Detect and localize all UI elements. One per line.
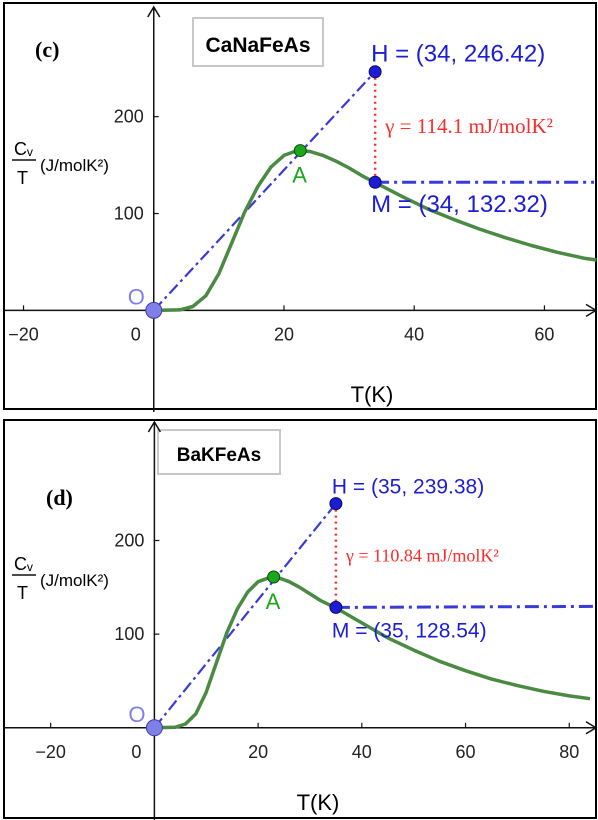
chart-c-ylabel-num: Cᵥ [14,139,33,159]
chart-d-label-h: H = (35, 239.38) [332,476,484,499]
chart-d-x-tick-label: 40 [352,742,372,762]
chart-d-x-tick-label: −20 [35,742,66,762]
chart-d-x-axis-arrow [585,721,598,735]
chart-d-gamma-label: γ = 110.84 mJ/molK² [345,546,499,566]
chart-d-x-tick-label: 0 [131,742,141,762]
chart-c-x-tick-label: 40 [404,324,424,344]
chart-d-y-axis-arrow [147,420,162,433]
chart-d-x-tick-label: 80 [559,742,579,762]
chart-c-x-tick-label: 60 [534,324,554,344]
chart-c-x-tick-label: 0 [131,324,141,344]
chart-d-point-m [329,600,343,614]
chart-d-xlabel: T(K) [297,790,340,815]
chart-d-label-m: M = (35, 128.54) [332,619,487,642]
chart-d-ylabel-den: T [17,583,28,603]
chart-d-point-o [145,719,163,737]
chart-c-point-m [368,175,382,189]
chart-d-line-oh [153,502,337,729]
chart-c-x-tick-label: 20 [274,324,294,344]
chart-d-ylabel: Cᵥ T (J/molK²) [12,554,109,603]
chart-d-panel-label: (d) [46,485,73,510]
chart-panel-d: BaKFeAs (d) Cᵥ T (J/molK²) −20 0 20 40 60 80 1… [0,418,598,820]
chart-d-point-h [329,497,343,511]
chart-c-y-tick-label: 100 [114,204,144,224]
chart-c-panel-label: (c) [35,37,59,62]
chart-c-svg: CaNaFeAs (c) Cᵥ T (J/molK²) −20 0 20 40 60 10… [3,2,598,412]
panel-d-frame [3,419,597,819]
chart-d-label-a: A [266,589,281,614]
chart-c-label-m: M = (34, 132.32) [371,191,548,218]
chart-c-x-axis-arrow [585,303,598,318]
chart-d-ylabel-num: Cᵥ [14,554,33,574]
chart-d-ylabel-unit: (J/molK²) [40,571,109,590]
chart-c-ylabel-den: T [17,168,28,188]
chart-c-y-tick-label: 200 [114,107,144,127]
chart-c-title: CaNaFeAs [205,34,310,57]
chart-c-ylabel: Cᵥ T (J/molK²) [12,139,109,188]
chart-c-gamma-label: γ = 114.1 mJ/molK² [384,114,553,138]
chart-d-point-a [267,570,281,584]
chart-c-point-a [293,144,307,158]
panel-c-frame [3,2,597,410]
chart-d-title: BaKFeAs [177,445,261,466]
chart-d-y-tick-label: 200 [114,530,144,550]
chart-c-line-oh [152,70,376,312]
chart-c-ylabel-unit: (J/molK²) [40,156,109,175]
chart-d-y-tick-label: 100 [114,624,144,644]
chart-c-title-box [192,17,324,67]
chart-d-svg: BaKFeAs (d) Cᵥ T (J/molK²) −20 0 20 40 60 80 1… [3,419,598,820]
chart-d-title-box [157,429,281,475]
chart-c-label-a: A [292,163,307,188]
chart-d-x-tick-label: 20 [248,742,268,762]
chart-c-point-o [145,301,163,319]
chart-c-label-o: O [128,284,145,309]
chart-d-x-tick-label: 60 [456,742,476,762]
chart-c-y-axis-arrow [147,5,161,18]
chart-c-label-h: H = (34, 246.42) [371,41,545,68]
chart-c-cv-curve [153,148,597,313]
chart-panel-c: CaNaFeAs (c) Cᵥ T (J/molK²) −20 0 20 40 60 10… [3,2,598,412]
chart-c-point-h [368,65,382,79]
chart-d-cv-curve [154,576,591,730]
chart-c-xlabel: T(K) [351,382,394,407]
chart-d-label-o: O [128,702,145,727]
chart-c-x-tick-label: −20 [8,324,39,344]
chart-d-line-m-horizontal [335,604,595,609]
